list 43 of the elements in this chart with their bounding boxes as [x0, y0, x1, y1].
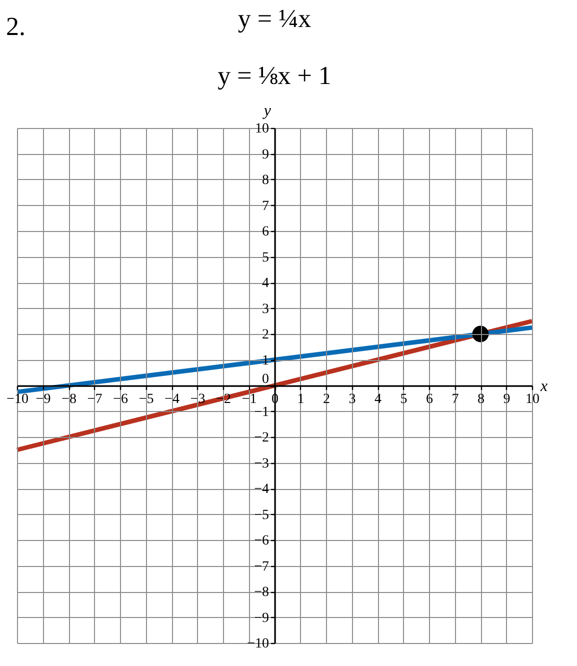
text: y = ⅛x + 1	[218, 61, 332, 90]
y-tick-label: −3	[254, 456, 269, 472]
x-tick-label: 3	[348, 392, 356, 407]
x-tick-label: 10	[526, 392, 540, 407]
x-tick-label: −8	[62, 392, 76, 407]
x-tick-label: −7	[87, 392, 102, 407]
y-tick-label: 7	[262, 198, 269, 214]
y-tick-label: 2	[262, 328, 269, 342]
x-tick-label: −6	[113, 392, 128, 407]
x-tick-label: −9	[36, 392, 51, 407]
x-tick-label: 4	[374, 392, 382, 407]
y-tick-label: 4	[262, 276, 269, 291]
chart-title: 2.	[6, 12, 26, 41]
y-tick-label: −10	[247, 636, 269, 652]
x-tick-label: 1	[297, 392, 304, 407]
y-tick-label: 3	[262, 302, 269, 317]
x-axis-title: x	[540, 378, 548, 395]
x-tick-label: −4	[164, 392, 180, 407]
y-tick-label: −6	[254, 534, 269, 548]
y-tick-label: −2	[254, 430, 269, 446]
y-tick-label: −7	[254, 559, 269, 574]
x-tick-label: 6	[426, 392, 433, 407]
x-tick-label: −10	[6, 392, 28, 407]
y-axis-title: y	[262, 102, 272, 120]
y-tick-label: 0	[262, 372, 269, 387]
x-tick-label: 2	[323, 392, 330, 407]
y-tick-label: 9	[262, 147, 269, 162]
y-tick-label: −5	[254, 508, 269, 523]
x-tick-label: 8	[478, 392, 484, 407]
y-tick-label: 6	[262, 224, 269, 240]
x-tick-label: −1	[242, 392, 257, 407]
y-tick-label: 8	[262, 173, 269, 188]
y-tick-label: −4	[254, 482, 269, 497]
text: y = ¼x	[238, 4, 312, 33]
x-tick-label: −5	[138, 392, 154, 407]
y-tick-label: 5	[262, 250, 269, 266]
y-tick-label: 10	[255, 122, 269, 136]
x-tick-label: 7	[452, 392, 459, 407]
x-tick-label: 9	[503, 392, 510, 407]
y-tick-label: −1	[254, 404, 269, 420]
y-tick-label: −8	[254, 585, 269, 600]
y-tick-label: −9	[254, 610, 269, 626]
x-tick-label: 5	[400, 392, 408, 407]
